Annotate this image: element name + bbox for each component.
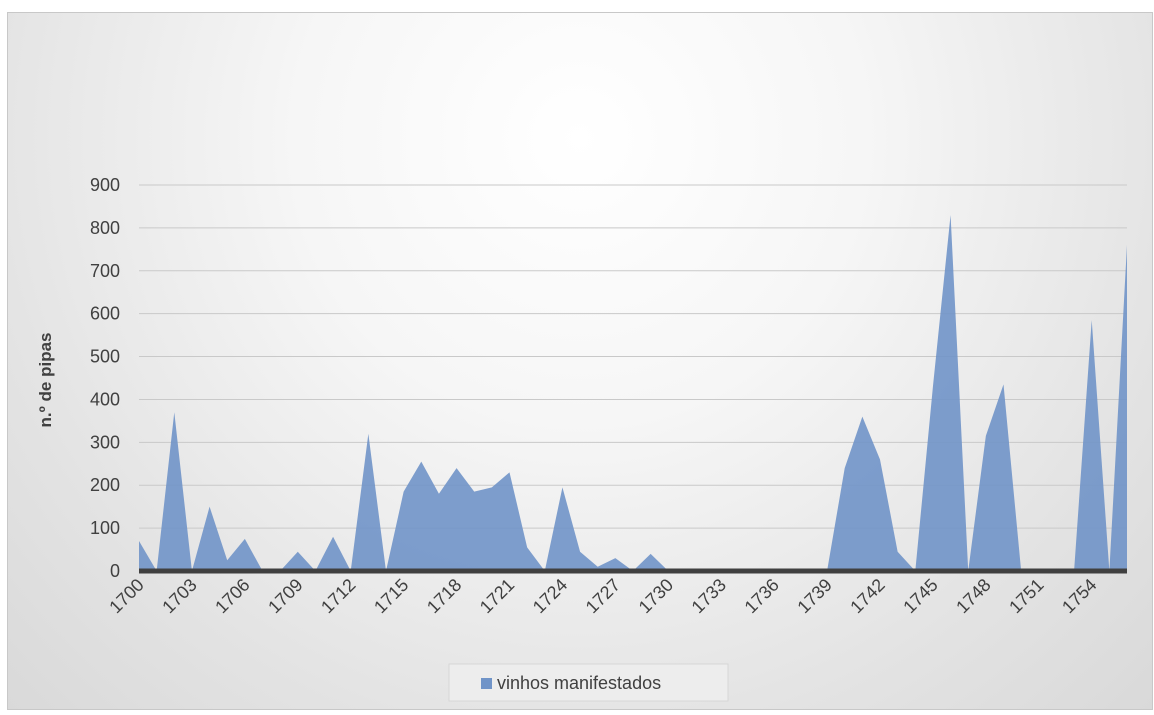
- x-tick-label: 1715: [370, 575, 412, 617]
- area-chart: 0 100 200 300 400 500 600 700 800 900 1700 1703 170…: [36, 175, 1127, 702]
- x-tick-label: 1724: [529, 575, 571, 617]
- y-tick-label: 700: [90, 261, 120, 281]
- x-tick-label: 1736: [741, 575, 783, 617]
- x-tick-label: 1745: [899, 575, 941, 617]
- x-tick-label: 1742: [846, 575, 888, 617]
- x-tick-label: 1733: [688, 575, 730, 617]
- x-tick-label: 1754: [1058, 575, 1100, 617]
- y-tick-label: 400: [90, 389, 120, 409]
- area-series-vinhos-manifestados: [139, 215, 1127, 571]
- y-axis-title: n.º de pipas: [36, 332, 55, 427]
- y-tick-label: 500: [90, 347, 120, 367]
- x-tick-label: 1709: [264, 575, 306, 617]
- y-tick-label: 200: [90, 475, 120, 495]
- x-tick-label: 1700: [105, 575, 147, 617]
- y-tick-label: 300: [90, 432, 120, 452]
- x-tick-label: 1712: [317, 575, 359, 617]
- y-tick-label: 0: [110, 561, 120, 581]
- y-tick-label: 100: [90, 518, 120, 538]
- x-tick-label: 1703: [158, 575, 200, 617]
- y-tick-label: 600: [90, 304, 120, 324]
- legend: vinhos manifestados: [448, 663, 729, 702]
- legend-label-vinhos-manifestados: vinhos manifestados: [497, 673, 661, 693]
- x-tick-label: 1706: [211, 575, 253, 617]
- x-tick-label: 1748: [952, 575, 994, 617]
- x-tick-label: 1730: [635, 575, 677, 617]
- x-tick-label: 1739: [793, 575, 835, 617]
- y-tick-label: 900: [90, 175, 120, 195]
- x-tick-label: 1718: [423, 575, 465, 617]
- x-tick-label: 1727: [582, 575, 624, 617]
- x-tick-label: 1721: [476, 575, 518, 617]
- y-tick-label: 800: [90, 218, 120, 238]
- x-tick-label: 1751: [1005, 575, 1047, 617]
- legend-swatch-vinhos-manifestados: [481, 678, 492, 689]
- chart-frame: 0 100 200 300 400 500 600 700 800 900 1700 1703 170…: [7, 12, 1153, 710]
